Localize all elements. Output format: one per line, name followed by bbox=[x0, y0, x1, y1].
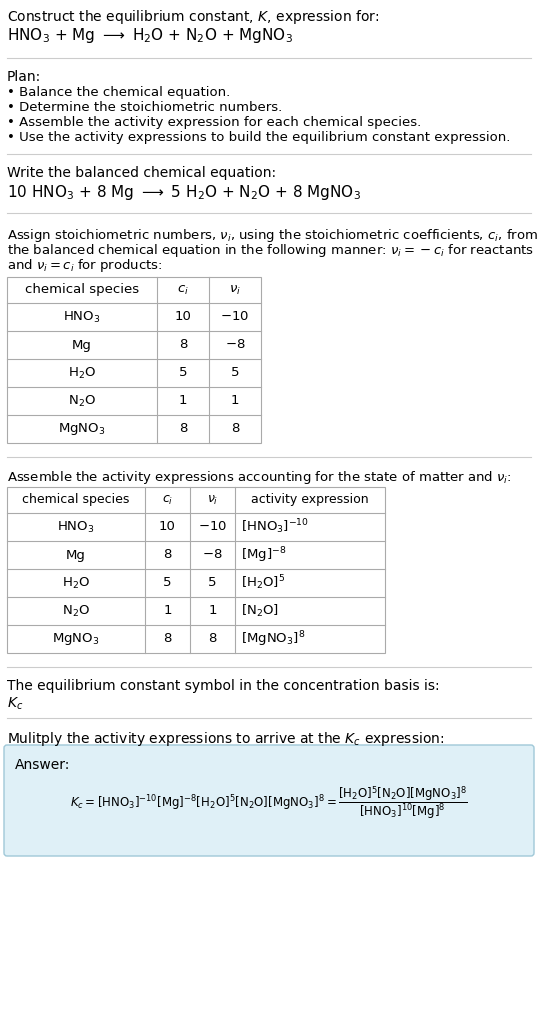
Text: Mg: Mg bbox=[66, 548, 86, 561]
Text: $[\mathrm{N_2O}]$: $[\mathrm{N_2O}]$ bbox=[241, 603, 279, 619]
Text: MgNO$_3$: MgNO$_3$ bbox=[58, 421, 105, 437]
Text: activity expression: activity expression bbox=[251, 493, 369, 506]
Text: $[\mathrm{HNO_3}]^{-10}$: $[\mathrm{HNO_3}]^{-10}$ bbox=[241, 518, 309, 536]
Text: $-8$: $-8$ bbox=[225, 339, 245, 352]
Text: 5: 5 bbox=[179, 366, 187, 379]
Text: 10: 10 bbox=[174, 310, 192, 323]
Text: Write the balanced chemical equation:: Write the balanced chemical equation: bbox=[7, 166, 276, 180]
Bar bbox=[7, 487, 385, 653]
Text: $-8$: $-8$ bbox=[202, 548, 223, 561]
Text: 10 HNO$_3$ + 8 Mg $\longrightarrow$ 5 H$_2$O + N$_2$O + 8 MgNO$_3$: 10 HNO$_3$ + 8 Mg $\longrightarrow$ 5 H$… bbox=[7, 183, 361, 202]
Text: $c_i$: $c_i$ bbox=[162, 493, 173, 506]
Text: $[\mathrm{H_2O}]^5$: $[\mathrm{H_2O}]^5$ bbox=[241, 574, 285, 592]
Text: $\nu_i$: $\nu_i$ bbox=[207, 493, 218, 506]
Text: $\nu_i$: $\nu_i$ bbox=[229, 284, 241, 297]
Text: Plan:: Plan: bbox=[7, 70, 41, 84]
Text: 1: 1 bbox=[163, 604, 172, 617]
Text: • Determine the stoichiometric numbers.: • Determine the stoichiometric numbers. bbox=[7, 101, 282, 114]
Text: $-10$: $-10$ bbox=[221, 310, 250, 323]
Text: Assemble the activity expressions accounting for the state of matter and $\nu_i$: Assemble the activity expressions accoun… bbox=[7, 469, 512, 486]
Text: MgNO$_3$: MgNO$_3$ bbox=[52, 631, 100, 647]
Text: 8: 8 bbox=[179, 339, 187, 352]
Text: $K_c$: $K_c$ bbox=[7, 696, 23, 712]
Text: 8: 8 bbox=[164, 633, 172, 646]
Text: N$_2$O: N$_2$O bbox=[62, 603, 90, 618]
Text: chemical species: chemical species bbox=[25, 284, 139, 297]
Text: HNO$_3$ + Mg $\longrightarrow$ H$_2$O + N$_2$O + MgNO$_3$: HNO$_3$ + Mg $\longrightarrow$ H$_2$O + … bbox=[7, 26, 293, 45]
Text: HNO$_3$: HNO$_3$ bbox=[63, 309, 101, 324]
Text: $[\mathrm{Mg}]^{-8}$: $[\mathrm{Mg}]^{-8}$ bbox=[241, 545, 286, 564]
Text: H$_2$O: H$_2$O bbox=[68, 365, 96, 380]
Text: 8: 8 bbox=[179, 422, 187, 435]
Text: 8: 8 bbox=[231, 422, 239, 435]
Text: Mulitply the activity expressions to arrive at the $K_c$ expression:: Mulitply the activity expressions to arr… bbox=[7, 730, 444, 747]
Text: $-10$: $-10$ bbox=[198, 521, 227, 534]
Text: • Use the activity expressions to build the equilibrium constant expression.: • Use the activity expressions to build … bbox=[7, 131, 511, 144]
Text: The equilibrium constant symbol in the concentration basis is:: The equilibrium constant symbol in the c… bbox=[7, 679, 440, 693]
Text: 1: 1 bbox=[208, 604, 217, 617]
Text: Mg: Mg bbox=[72, 339, 92, 352]
Text: • Assemble the activity expression for each chemical species.: • Assemble the activity expression for e… bbox=[7, 116, 421, 129]
Text: 5: 5 bbox=[231, 366, 239, 379]
Text: Assign stoichiometric numbers, $\nu_i$, using the stoichiometric coefficients, $: Assign stoichiometric numbers, $\nu_i$, … bbox=[7, 227, 538, 244]
Text: HNO$_3$: HNO$_3$ bbox=[57, 520, 95, 535]
Bar bbox=[7, 277, 261, 443]
Text: • Balance the chemical equation.: • Balance the chemical equation. bbox=[7, 86, 230, 99]
Text: chemical species: chemical species bbox=[22, 493, 130, 506]
Text: $c_i$: $c_i$ bbox=[177, 284, 189, 297]
Text: $K_c = [\mathrm{HNO_3}]^{-10}[\mathrm{Mg}]^{-8}[\mathrm{H_2O}]^5[\mathrm{N_2O}][: $K_c = [\mathrm{HNO_3}]^{-10}[\mathrm{Mg… bbox=[70, 784, 468, 822]
Text: 1: 1 bbox=[231, 395, 239, 408]
Text: 8: 8 bbox=[164, 548, 172, 561]
Text: 1: 1 bbox=[179, 395, 187, 408]
Text: 5: 5 bbox=[208, 577, 217, 590]
Text: Answer:: Answer: bbox=[15, 758, 70, 772]
Text: $[\mathrm{MgNO_3}]^8$: $[\mathrm{MgNO_3}]^8$ bbox=[241, 630, 305, 649]
Text: the balanced chemical equation in the following manner: $\nu_i = -c_i$ for react: the balanced chemical equation in the fo… bbox=[7, 242, 534, 259]
Text: 10: 10 bbox=[159, 521, 176, 534]
Text: 8: 8 bbox=[208, 633, 217, 646]
Text: H$_2$O: H$_2$O bbox=[62, 576, 90, 591]
Text: and $\nu_i = c_i$ for products:: and $\nu_i = c_i$ for products: bbox=[7, 257, 162, 274]
FancyBboxPatch shape bbox=[4, 745, 534, 856]
Text: Construct the equilibrium constant, $K$, expression for:: Construct the equilibrium constant, $K$,… bbox=[7, 8, 379, 26]
Text: N$_2$O: N$_2$O bbox=[68, 394, 96, 409]
Text: 5: 5 bbox=[163, 577, 172, 590]
